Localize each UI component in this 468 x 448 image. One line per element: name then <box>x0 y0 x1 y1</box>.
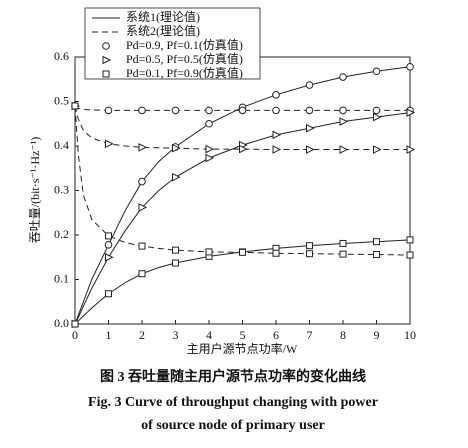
legend-label: Pd=0.9, Pf=0.1(仿真值) <box>126 37 243 52</box>
marker <box>306 250 313 258</box>
marker <box>172 259 179 267</box>
marker <box>339 250 347 258</box>
marker <box>102 42 110 50</box>
x-tick-label: 5 <box>240 328 246 342</box>
marker <box>406 236 414 244</box>
legend-label: Pd=0.5, Pf=0.5(仿真值) <box>126 51 243 66</box>
y-axis-label: 吞吐量/(bit·s⁻¹·Hz⁻¹) <box>28 137 42 244</box>
marker <box>305 81 314 89</box>
dashed-line <box>74 105 410 151</box>
dashed-line <box>74 105 410 111</box>
marker <box>138 143 148 152</box>
marker <box>205 248 213 256</box>
marker <box>406 62 414 71</box>
marker <box>71 102 79 110</box>
caption: 图 3 吞吐量随主用户源节点功率的变化曲线 <box>100 368 366 385</box>
marker <box>138 203 148 212</box>
marker <box>272 130 282 140</box>
marker <box>205 153 215 163</box>
marker <box>339 106 347 115</box>
marker <box>71 320 79 328</box>
marker <box>339 73 347 81</box>
solid-line <box>74 239 411 325</box>
marker <box>406 108 416 117</box>
x-tick-label: 7 <box>307 328 313 342</box>
marker <box>339 239 347 247</box>
marker <box>373 251 380 259</box>
y-tick-label: 0.3 <box>54 182 69 196</box>
caption: of source node of primary user <box>141 418 325 433</box>
marker <box>406 251 414 259</box>
y-tick-label: 0.5 <box>54 93 69 107</box>
marker <box>172 143 181 153</box>
x-tick-label: 10 <box>404 328 416 342</box>
marker <box>138 242 146 250</box>
solid-line <box>74 112 411 325</box>
plot-frame <box>74 56 411 325</box>
marker <box>306 123 315 133</box>
y-tick-label: 0.6 <box>54 49 69 63</box>
x-tick-label: 9 <box>374 328 380 342</box>
marker <box>205 119 213 128</box>
marker <box>372 67 381 76</box>
marker <box>372 106 381 115</box>
x-tick-label: 8 <box>340 328 346 342</box>
marker <box>373 238 380 246</box>
x-tick-label: 6 <box>273 328 279 342</box>
marker <box>172 172 181 182</box>
legend-label: 系统2(理论值) <box>126 23 200 38</box>
legend-label: 系统1(理论值) <box>126 9 200 24</box>
y-tick-label: 0.1 <box>54 271 69 285</box>
x-tick-label: 1 <box>106 328 112 342</box>
legend-label: Pd=0.1, Pf=0.9(仿真值) <box>126 65 243 80</box>
dashed-line <box>74 105 411 256</box>
marker <box>102 55 112 65</box>
marker <box>306 242 313 250</box>
marker <box>305 106 314 115</box>
marker <box>205 144 215 154</box>
marker <box>138 106 146 115</box>
marker <box>306 145 315 154</box>
x-axis-label: 主用户源节点功率/W <box>187 341 298 356</box>
marker <box>272 145 282 154</box>
marker <box>104 106 113 115</box>
marker <box>373 145 382 154</box>
marker <box>272 91 280 99</box>
x-tick-label: 2 <box>139 328 145 342</box>
marker <box>406 145 416 154</box>
marker <box>239 248 246 256</box>
x-tick-label: 3 <box>173 328 179 342</box>
marker <box>105 232 112 240</box>
marker <box>105 290 112 298</box>
marker <box>105 139 114 149</box>
marker <box>171 106 180 115</box>
solid-line <box>74 66 411 325</box>
y-tick-label: 0.0 <box>54 316 69 330</box>
marker <box>272 106 280 115</box>
marker <box>339 117 349 126</box>
x-tick-label: 0 <box>72 328 78 342</box>
marker <box>102 70 110 78</box>
marker <box>104 240 113 249</box>
marker <box>239 144 248 154</box>
y-tick-label: 0.2 <box>54 227 69 241</box>
marker <box>339 145 349 154</box>
marker <box>138 177 146 186</box>
legend-box <box>84 7 261 80</box>
marker <box>272 249 280 257</box>
caption: Fig. 3 Curve of throughput changing with… <box>88 395 378 410</box>
marker <box>205 106 213 115</box>
marker <box>138 270 146 278</box>
marker <box>105 252 114 262</box>
marker <box>172 246 179 254</box>
marker <box>238 106 247 115</box>
marker <box>373 112 382 122</box>
x-tick-label: 4 <box>206 328 212 342</box>
y-tick-label: 0.4 <box>54 138 69 152</box>
